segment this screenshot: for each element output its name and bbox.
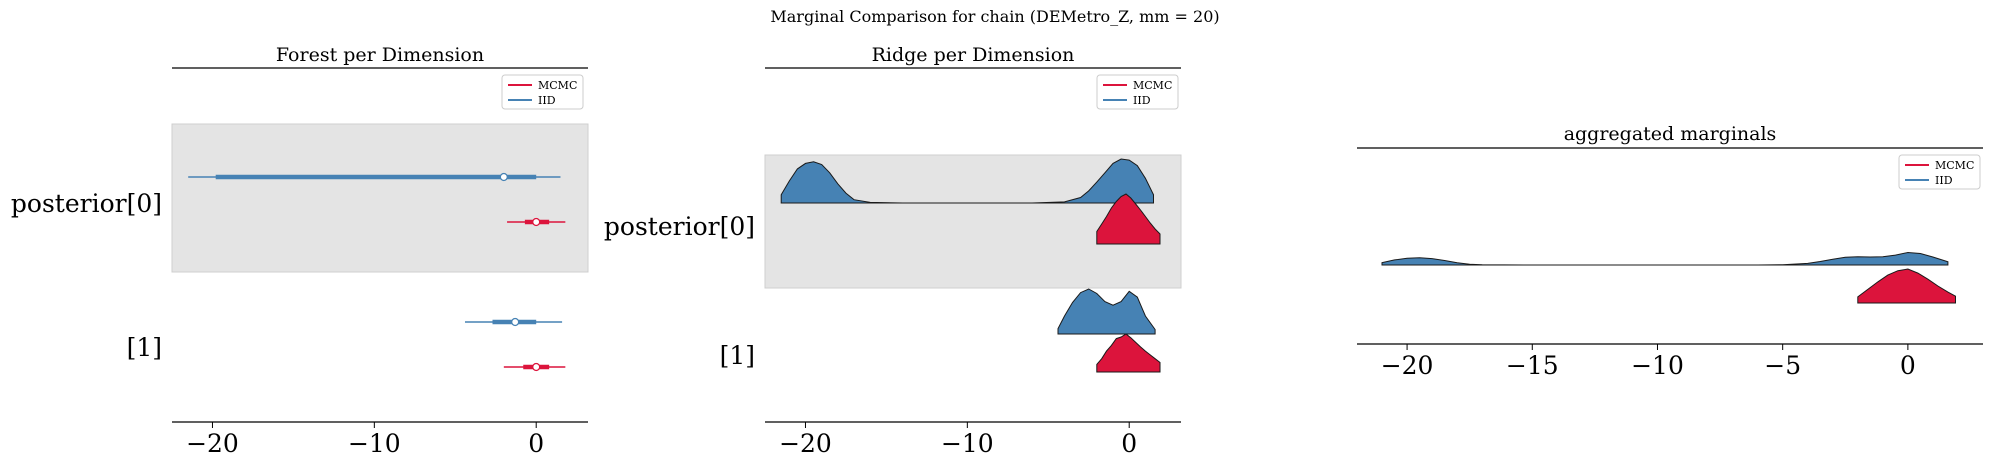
x-tick-label: −20 bbox=[186, 429, 239, 458]
panel-title: Forest per Dimension bbox=[276, 44, 484, 66]
x-tick-label: 0 bbox=[528, 429, 544, 458]
legend-label-mcmc: MCMC bbox=[1133, 79, 1172, 92]
row-highlight bbox=[171, 123, 589, 273]
x-tick-label: 0 bbox=[1121, 429, 1137, 458]
row-label: posterior[0] bbox=[11, 189, 162, 218]
legend-label-iid: IID bbox=[538, 94, 556, 107]
row-label: [1] bbox=[720, 341, 755, 370]
row-label: [1] bbox=[127, 333, 162, 362]
legend: MCMC IID bbox=[1898, 154, 1981, 190]
legend: MCMC IID bbox=[501, 74, 584, 110]
mcmc-density bbox=[1857, 268, 1956, 304]
ridge-panel: posterior[0] [1] Ridge per Dimension −20 −10… bbox=[604, 44, 1182, 458]
figure-suptitle: Marginal Comparison for chain (DEMetro_Z… bbox=[770, 7, 1219, 26]
mcmc-density bbox=[1096, 193, 1161, 245]
mcmc-point-estimate bbox=[532, 362, 541, 372]
iid-density bbox=[780, 158, 1154, 204]
x-tick-label: −20 bbox=[779, 429, 832, 458]
x-tick-label: 0 bbox=[1900, 351, 1916, 380]
mcmc-point-estimate bbox=[532, 217, 541, 227]
x-tick-label: −10 bbox=[1631, 351, 1684, 380]
legend-label-mcmc: MCMC bbox=[1935, 159, 1974, 172]
x-tick-label: −10 bbox=[348, 429, 401, 458]
forest-panel: posterior[0] [1] Forest per Dimension −20 −1… bbox=[11, 44, 589, 458]
aggregated-panel: aggregated marginals −20 −15 −10 −5 0 MCMC IID bbox=[1357, 123, 1983, 380]
iid-density bbox=[1381, 251, 1949, 266]
legend-label-iid: IID bbox=[1133, 94, 1151, 107]
x-tick-label: −5 bbox=[1764, 351, 1801, 380]
legend-label-mcmc: MCMC bbox=[538, 79, 577, 92]
x-tick-label: −15 bbox=[1506, 351, 1559, 380]
panel-title: Ridge per Dimension bbox=[872, 44, 1075, 66]
mcmc-density bbox=[1096, 333, 1161, 373]
legend: MCMC IID bbox=[1096, 74, 1179, 110]
iid-point-estimate bbox=[499, 172, 508, 182]
legend-label-iid: IID bbox=[1935, 174, 1953, 187]
x-tick-label: −10 bbox=[941, 429, 994, 458]
iid-density bbox=[1057, 288, 1156, 335]
row-label: posterior[0] bbox=[604, 212, 755, 241]
iid-point-estimate bbox=[511, 317, 520, 327]
x-tick-label: −20 bbox=[1381, 351, 1434, 380]
panel-title: aggregated marginals bbox=[1564, 123, 1777, 145]
